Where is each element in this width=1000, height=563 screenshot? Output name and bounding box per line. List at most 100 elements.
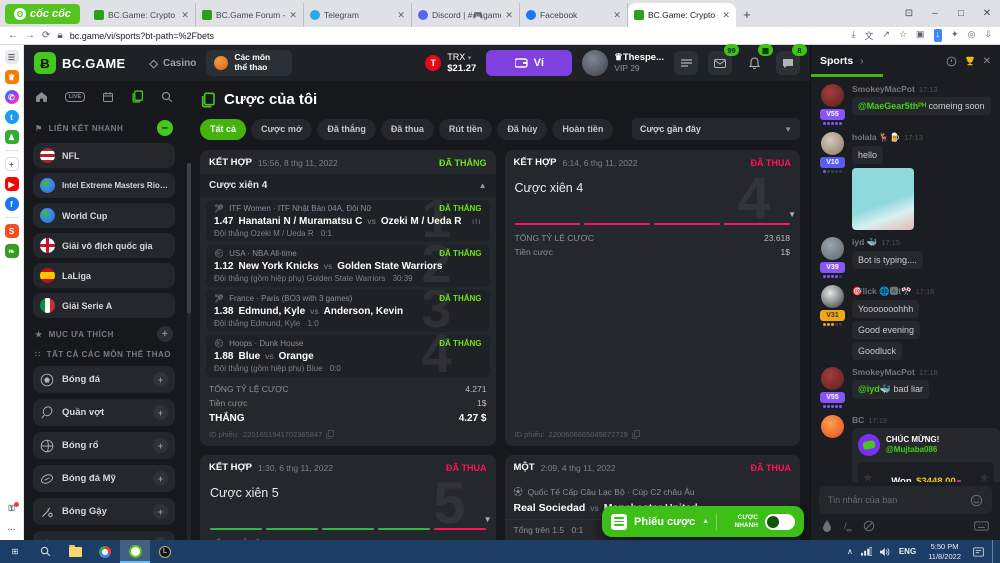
avatar[interactable]	[821, 367, 844, 390]
bet-leg[interactable]: 2 🏀︎ USA · NBA All-time ĐÃ THẮNG 1.12 Ne…	[206, 245, 490, 287]
nav-casino[interactable]: ◇ Casino	[149, 57, 197, 70]
language-indicator[interactable]: ENG	[898, 547, 917, 556]
slash-command-icon[interactable]: /‗	[844, 521, 852, 531]
downloads-tray-icon[interactable]: ⇩	[984, 29, 992, 39]
schedule-icon[interactable]	[102, 91, 114, 103]
sidebar-sport-american-football[interactable]: Bóng đá Mỹ +	[33, 465, 175, 492]
maximize-button[interactable]: □	[957, 8, 965, 19]
close-chat-icon[interactable]: ✕	[982, 55, 991, 67]
chevron-right-icon[interactable]: ›	[860, 55, 864, 67]
sort-select[interactable]: Cược gần đây ▼	[632, 118, 800, 140]
sidebar-item-nfl[interactable]: NFL	[33, 143, 175, 168]
tab-close-icon[interactable]: ✕	[722, 9, 730, 20]
mention[interactable]: @iyd🐳	[858, 384, 891, 394]
padlock-icon[interactable]: 🔒︎	[57, 30, 63, 41]
trophy-icon[interactable]	[964, 55, 976, 67]
youtube-icon[interactable]: ▶	[4, 177, 19, 191]
minimize-button[interactable]: –	[932, 8, 938, 19]
sidebar-item-laliga[interactable]: LaLiga	[33, 263, 175, 288]
filter-cancelled[interactable]: Đã hủy	[497, 118, 548, 140]
profile-icon[interactable]: ◎	[967, 29, 976, 39]
wallet-button[interactable]: Ví	[486, 50, 573, 76]
chat-username[interactable]: 🎯lick 🌐🅰t🎌	[852, 286, 912, 296]
forward-icon[interactable]: →	[25, 30, 35, 41]
reading-list-icon[interactable]: ☰	[4, 50, 19, 64]
add-favorite-button[interactable]: +	[157, 326, 173, 342]
filter-won[interactable]: Đã thắng	[317, 118, 376, 140]
winner-username[interactable]: @Mujtaba086	[886, 445, 938, 454]
reload-icon[interactable]: ⟳	[42, 30, 51, 41]
bcgame-logo[interactable]: Ƀ BC.GAME	[34, 52, 126, 74]
avatar[interactable]	[821, 285, 844, 308]
crown-icon[interactable]: ♛	[4, 70, 19, 84]
browser-tab-telegram[interactable]: Telegram ✕	[304, 3, 412, 27]
win-announcement-card[interactable]: CHÚC MỪNG! @Mujtaba086 ★ ★ Won $3448.00 …	[852, 428, 1000, 482]
bet-leg[interactable]: 1 🎾︎ ITF Women · ITF Nhật Bản 04A, Đôi N…	[206, 200, 490, 242]
twitter-icon[interactable]: t	[4, 110, 19, 124]
sidebar-sport-tennis[interactable]: Quần vợt +	[33, 399, 175, 426]
tab-close-icon[interactable]: ✕	[505, 9, 513, 20]
bet-leg[interactable]: 4 🏀︎ Hoops · Dunk House ĐÃ THẮNG 1.88 Bl…	[206, 335, 490, 377]
sidebar-sport-esports[interactable]: Esports +	[33, 531, 175, 540]
copy-icon[interactable]	[326, 430, 335, 439]
close-button[interactable]: ✕	[982, 8, 992, 19]
filter-lost[interactable]: Đã thua	[380, 118, 434, 140]
share-icon[interactable]: ↗	[882, 29, 890, 39]
filter-all[interactable]: Tất cả	[200, 118, 247, 140]
browser-menu-icon[interactable]: ⊡	[904, 8, 914, 19]
network-icon[interactable]	[860, 547, 872, 556]
bc-bot-avatar[interactable]	[821, 415, 844, 438]
balance-selector[interactable]: T TRX ▾ $21.27	[425, 52, 476, 75]
rain-tip-icon[interactable]	[822, 520, 832, 532]
chat-username[interactable]: iyd 🐳	[852, 237, 878, 247]
collapse-quick-links-button[interactable]: –	[157, 120, 173, 136]
download-icon[interactable]: ↓	[933, 29, 943, 42]
expand-icon[interactable]: +	[153, 405, 168, 420]
browser-tab-bcgame-1[interactable]: BC.Game: Crypto Casino Ga ✕	[88, 3, 196, 27]
main-scrollbar[interactable]	[187, 163, 191, 540]
my-bets-icon[interactable]	[131, 90, 144, 103]
coccoc-logo[interactable]: ʘ cốc cốc	[5, 4, 80, 24]
notifications-bell-icon[interactable]: ⚿	[4, 502, 19, 516]
tab-close-icon[interactable]: ✕	[397, 9, 405, 20]
save-icon[interactable]: ⤓	[851, 29, 856, 39]
more-icon[interactable]: ⋯	[4, 522, 19, 536]
clock[interactable]: 5:50 PM 11/8/2022	[924, 542, 965, 561]
tab-close-icon[interactable]: ✕	[613, 9, 621, 20]
parlay-summary[interactable]: 5 ▼ Cược xiên 5 TỔNG TỶ LỆ CƯỢC7.144 Tiề…	[200, 475, 496, 540]
expand-icon[interactable]: +	[153, 537, 168, 540]
betslip-bar[interactable]: Phiếu cược ▲ CƯỢC NHANH	[602, 506, 804, 537]
show-desktop-strip[interactable]	[992, 540, 996, 563]
back-icon[interactable]: ←	[8, 30, 18, 41]
browser-tab-discord[interactable]: Discord | #🎮games | BC G ✕	[412, 3, 520, 27]
nav-sports[interactable]: Các môn thể thao	[206, 50, 293, 76]
live-icon[interactable]: LIVE	[64, 91, 86, 102]
avatar[interactable]	[821, 84, 844, 107]
filter-refund[interactable]: Hoàn tiền	[552, 118, 614, 140]
emoji-icon[interactable]	[970, 494, 983, 507]
expand-icon[interactable]: +	[153, 372, 168, 387]
expand-icon[interactable]: +	[153, 438, 168, 453]
browser-tab-facebook[interactable]: Facebook ✕	[520, 3, 628, 27]
browser-tab-bcgame-active[interactable]: BC.Game: Crypto Casino Ga ✕	[627, 3, 736, 27]
chat-username[interactable]: SmokeyMacPot	[852, 84, 915, 94]
tray-chevron-icon[interactable]: ∧	[846, 547, 853, 556]
volume-icon[interactable]	[879, 547, 891, 557]
garden-icon[interactable]: ❧	[4, 244, 19, 258]
shield-icon[interactable]: ▣	[916, 29, 925, 39]
chat-toggle-button[interactable]: 8	[776, 44, 807, 75]
league-of-legends-icon[interactable]: L	[150, 540, 180, 563]
expand-icon[interactable]: +	[153, 504, 168, 519]
expand-icon[interactable]: ▼	[788, 210, 796, 219]
avatar[interactable]	[821, 132, 844, 155]
parlay-summary[interactable]: 4 ▼ Cược xiên 4 TỔNG TỶ LỆ CƯỢC 23.618 Ti…	[505, 170, 801, 446]
collapse-icon[interactable]: ▲	[478, 181, 487, 190]
chrome-icon[interactable]	[90, 540, 120, 563]
filter-open[interactable]: Cược mở	[251, 118, 313, 140]
taskbar-search[interactable]	[30, 540, 60, 563]
chat-input-box[interactable]	[819, 486, 992, 514]
url-text[interactable]: bc.game/vi/sports?bt-path=%2Fbets	[69, 30, 215, 41]
mention[interactable]: @MaeGear5thᴾᴴ	[858, 101, 926, 111]
tab-close-icon[interactable]: ✕	[289, 9, 297, 20]
shop-icon[interactable]: S	[4, 224, 19, 238]
